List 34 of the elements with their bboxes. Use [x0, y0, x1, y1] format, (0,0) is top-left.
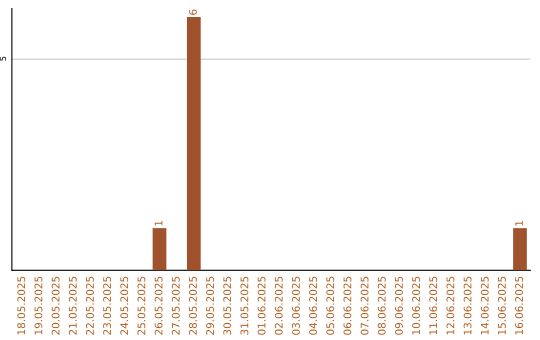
x-tick-label: 30.05.2025: [223, 276, 232, 335]
x-tick-label: 21.05.2025: [68, 276, 77, 335]
x-tick-label: 05.06.2025: [326, 276, 334, 335]
x-tick-label: 11.06.2025: [429, 276, 438, 334]
x-tick-label: 14.06.2025: [480, 276, 489, 334]
x-tick-label: 09.06.2025: [394, 276, 403, 335]
x-tick-label: 13.06.2025: [464, 276, 472, 334]
x-tick-label: 28.05.2025: [188, 276, 197, 335]
x-tick-label: 25.05.2025: [137, 276, 146, 335]
x-tick-label: 31.05.2025: [240, 276, 248, 335]
x-tick-label: 16.06.2025: [515, 276, 524, 334]
x-tick-label: 03.06.2025: [292, 276, 300, 335]
y-tick-label: 5: [0, 56, 6, 61]
x-tick-label: 01.06.2025: [258, 276, 266, 335]
x-tick-label: 18.05.2025: [17, 276, 26, 334]
x-tick-label: 12.06.2025: [446, 276, 454, 334]
x-tick-label: 19.05.2025: [34, 276, 42, 334]
x-tick-label: 23.05.2025: [103, 276, 112, 335]
x-tick-label: 29.05.2025: [206, 276, 214, 335]
data-label: 6: [188, 10, 197, 15]
x-tick-label: 22.05.2025: [86, 276, 94, 335]
x-tick-label: 27.05.2025: [172, 276, 180, 335]
x-tick-label: 02.06.2025: [274, 276, 283, 335]
x-tick-label: 15.06.2025: [498, 276, 506, 334]
x-tick-label: 26.05.2025: [154, 276, 163, 335]
x-tick-label: 24.05.2025: [120, 276, 128, 335]
data-label: 1: [515, 221, 523, 226]
x-tick-label: 07.06.2025: [360, 276, 369, 335]
data-label: 1: [154, 221, 162, 226]
x-tick-label: 08.06.2025: [378, 276, 386, 335]
x-tick-label: 06.06.2025: [343, 276, 352, 335]
x-tick-label: 20.05.2025: [52, 276, 60, 335]
x-tick-label: 10.06.2025: [412, 276, 420, 334]
x-tick-label: 04.06.2025: [309, 276, 318, 335]
